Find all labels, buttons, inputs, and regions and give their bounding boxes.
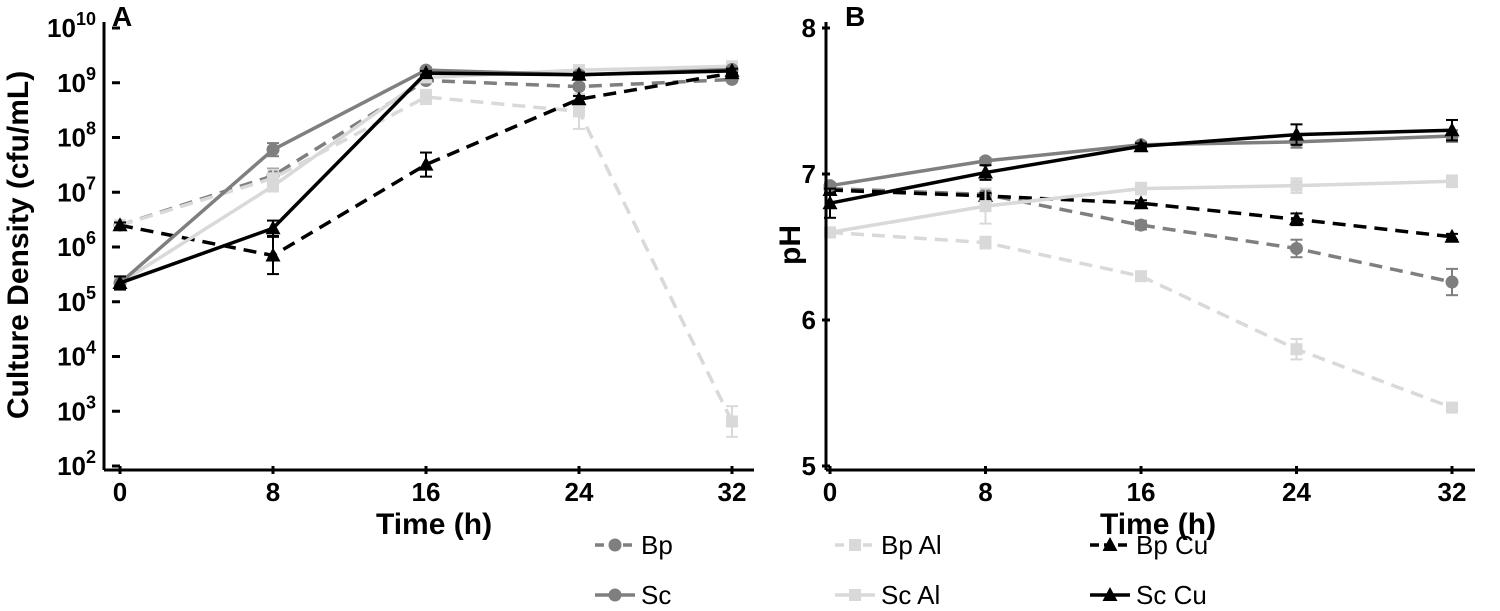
sc-cu-point-3	[571, 66, 587, 81]
bp-point-3	[572, 80, 586, 94]
y-tick-label-1e6: 106	[57, 228, 96, 262]
y-tick-label-5: 5	[802, 451, 816, 481]
sc-al-point-1	[267, 180, 279, 193]
legend-item-sc: Sc	[595, 580, 671, 610]
legend-label-bp-cu: Bp Cu	[1136, 530, 1208, 560]
legend-item-bp-cu: Bp Cu	[1090, 530, 1208, 560]
legend-bp-al-point-0	[849, 539, 861, 551]
y-tick-label-6: 6	[802, 305, 816, 335]
bp-cu-point-0	[112, 217, 128, 232]
legend-label-bp: Bp	[641, 530, 673, 560]
sc-cu-point-4	[1444, 122, 1460, 137]
legend-bp-cu-point-0	[1102, 537, 1118, 551]
legend-item-sc-al: Sc Al	[835, 580, 940, 610]
bp-cu-line	[119, 71, 733, 258]
y-tick-label-1e3: 103	[57, 392, 96, 426]
bp-cu-point-1	[265, 247, 281, 262]
bp-al-line	[829, 230, 1453, 410]
bp-point-3	[1290, 241, 1303, 255]
legend-sc-point-0	[608, 588, 622, 602]
sc-cu-point-3	[1289, 126, 1304, 141]
bp-al-point-2	[420, 90, 432, 103]
sc-cu-point-1	[265, 220, 281, 235]
series-bp-al	[114, 88, 738, 438]
sc-al-point-3	[1290, 179, 1303, 192]
bp-cu-point-2	[1133, 195, 1149, 210]
sc-point-1	[979, 154, 992, 168]
y-tick-label-1e4: 104	[57, 338, 96, 372]
series-bp-al	[824, 226, 1458, 414]
y-tick-label-1e2: 102	[57, 447, 96, 481]
series-sc-al	[824, 174, 1458, 239]
sc-al-point-4	[1446, 175, 1458, 188]
legend-label-bp-al: Bp Al	[881, 530, 942, 560]
bp-al-point-3	[1290, 343, 1303, 356]
x-tick-label-0: 0	[823, 477, 837, 507]
legend-label-sc-al: Sc Al	[881, 580, 940, 610]
x-tick-label-0: 0	[113, 477, 127, 507]
bp-al-point-4	[726, 415, 738, 428]
x-tick-label-16: 16	[1127, 477, 1156, 507]
series-sc-cu	[112, 62, 740, 291]
y-tick-label-1e10: 1010	[47, 9, 96, 43]
y-tick-label-8: 8	[802, 13, 816, 43]
x-tick-label-8: 8	[266, 477, 280, 507]
sc-cu-point-2	[1133, 138, 1149, 153]
panel-a-letter: A	[112, 1, 132, 32]
legend-item-bp-al: Bp Al	[835, 530, 942, 560]
x-tick-label-8: 8	[978, 477, 992, 507]
bp-cu-point-4	[1444, 228, 1460, 243]
x-tick-label-32: 32	[718, 477, 747, 507]
bp-cu-point-2	[418, 156, 434, 171]
panel-b-letter: B	[845, 1, 865, 32]
bp-cu-point-3	[1289, 211, 1304, 226]
sc-al-point-1	[979, 200, 992, 213]
bp-al-point-3	[573, 105, 585, 118]
bp-al-point-1	[979, 236, 992, 249]
bp-point-2	[1134, 218, 1148, 232]
x-tick-label-24: 24	[1282, 477, 1311, 507]
sc-al-point-2	[1135, 182, 1147, 195]
sc-cu-point-1	[978, 164, 993, 179]
y-tick-label-1e9: 109	[57, 64, 96, 98]
sc-cu-point-0	[112, 275, 128, 290]
legend-sc-cu-point-0	[1102, 587, 1118, 601]
panel-b-x-title: Time (h)	[1100, 508, 1216, 541]
legend-item-bp: Bp	[595, 530, 673, 560]
panel-a-x-title: Time (h)	[376, 508, 492, 541]
panel-b-y-title: pH	[774, 225, 807, 265]
y-tick-label-7: 7	[802, 159, 816, 189]
bp-point-4	[1445, 275, 1459, 289]
legend-label-sc-cu: Sc Cu	[1136, 580, 1207, 610]
legend: Bp Bp Al Bp Cu Sc Sc Al Sc Cu	[595, 530, 1208, 610]
sc-cu-point-4	[724, 62, 740, 77]
panel-b: B 5 6 7 8 0 8 16 24 32 Time (h) pH	[774, 1, 1475, 541]
legend-item-sc-cu: Sc Cu	[1090, 580, 1207, 610]
bp-cu-point-3	[571, 91, 587, 106]
y-tick-label-1e7: 107	[57, 173, 96, 207]
legend-bp-point-0	[608, 538, 622, 552]
legend-sc-al-point-0	[849, 589, 861, 601]
x-tick-label-16: 16	[412, 477, 441, 507]
legend-label-sc: Sc	[641, 580, 671, 610]
sc-point-1	[266, 143, 280, 157]
x-tick-label-24: 24	[565, 477, 594, 507]
panel-a-y-title: Culture Density (cfu/mL)	[2, 71, 35, 419]
x-tick-label-32: 32	[1438, 477, 1467, 507]
y-tick-label-1e8: 108	[57, 119, 96, 153]
bp-al-line	[119, 95, 734, 423]
y-tick-label-1e5: 105	[57, 283, 96, 317]
bp-al-point-4	[1446, 401, 1458, 414]
sc-cu-point-2	[418, 65, 434, 80]
bp-al-point-2	[1135, 270, 1147, 283]
